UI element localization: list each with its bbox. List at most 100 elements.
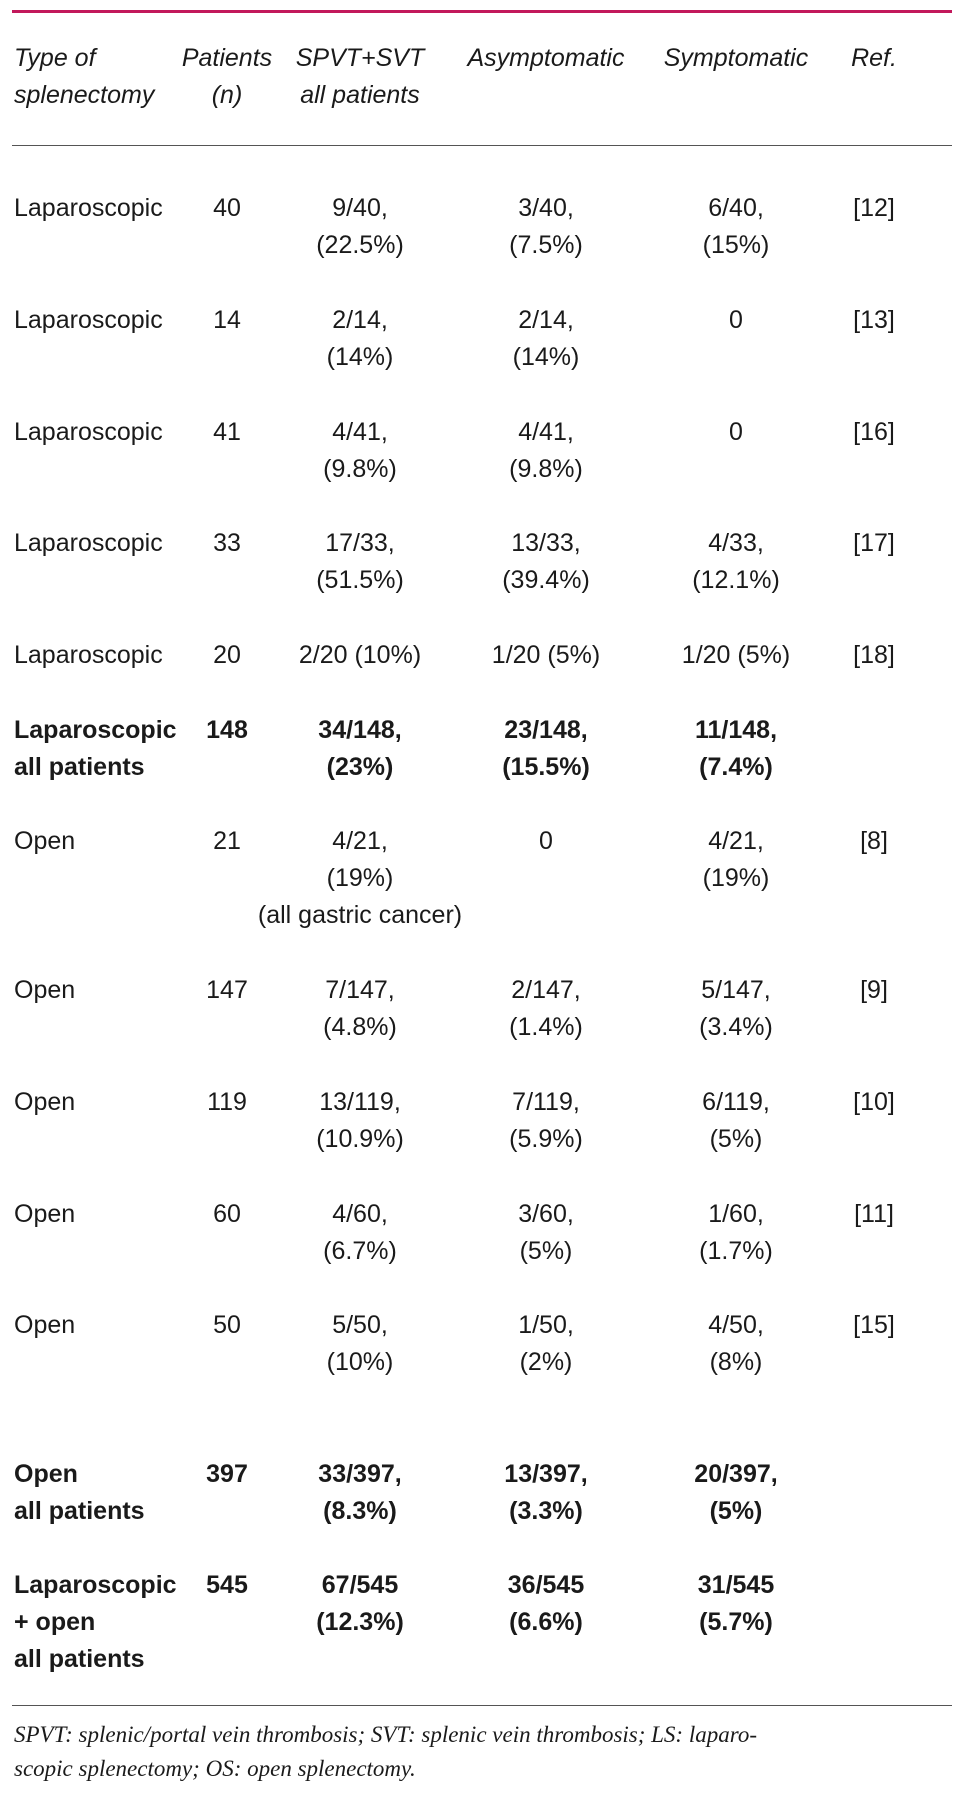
table-cell: [11] [854,1196,894,1233]
cell-line: Patients [181,44,273,72]
table-cell: 397 [206,1456,248,1493]
cell-line: 50 [213,1311,241,1339]
table-cell: 5/147, (3.4%) [699,972,773,1046]
cell-line: 0 [729,306,743,334]
table-cell: 60 [213,1196,241,1233]
cell-line: 9/40, [332,194,388,222]
table-cell: [12] [853,190,895,227]
table-cell: Laparoscopic [14,190,163,227]
cell-line: Type of [14,44,96,72]
cell-line: 2/14, [332,306,388,334]
cell-line: 147 [206,976,248,1004]
table-cell: 4/41, (9.8%) [509,414,583,488]
cell-line: Open [14,1460,78,1488]
cell-line: 4/41, [518,418,574,446]
table-cell: Patients (n) [182,40,272,114]
cell-line: 7/147, [325,976,395,1004]
cell-line: 13/33, [511,529,581,557]
top-rule [12,10,952,13]
table-cell: 6/40, (15%) [703,190,770,264]
table-cell: 5/50, (10%) [327,1307,394,1381]
table-cell: 20/397, (5%) [694,1456,777,1530]
cell-line: [9] [860,976,888,1004]
cell-line: 31/545 [697,1571,775,1599]
table-cell: 4/50, (8%) [708,1307,764,1381]
table-cell: Ref. [851,40,897,77]
cell-line: [16] [853,418,895,446]
cell-line: (6.6%) [509,1608,583,1636]
cell-line: Laparoscopic [14,194,163,222]
cell-line: Open [14,1088,76,1116]
cell-line: (6.7%) [323,1237,397,1265]
cell-line: 5/147, [701,976,771,1004]
cell-line: 1/20 (5%) [681,641,791,669]
table-cell: 545 [206,1567,248,1604]
cell-line: (12.3%) [316,1608,404,1636]
cell-line: 6/40, [708,194,764,222]
cell-line: (7.5%) [509,231,583,259]
cell-line: (10.9%) [316,1125,404,1153]
cell-line: [13] [853,306,895,334]
cell-line: 4/60, [332,1200,388,1228]
footnote: SPVT: splenic/portal vein thrombosis; SV… [14,1718,954,1786]
table-cell: Open all patients [14,1456,145,1530]
table-cell: 1/60, (1.7%) [699,1196,773,1270]
cell-line: (14%) [326,343,394,371]
cell-line: (19%) [326,864,394,892]
cell-line: SPVT+SVT [295,44,425,72]
cell-line: all patients [14,1645,145,1673]
table-cell: 2/14, (14%) [327,302,394,376]
table-cell: 36/545 (6.6%) [508,1567,584,1641]
cell-line: Laparoscopic [14,1571,177,1599]
cell-line: 4/41, [332,418,388,446]
table-cell: [13] [853,302,895,339]
cell-line: [18] [853,641,895,669]
table-cell: Laparoscopic [14,302,163,339]
table-cell: 21 [213,823,241,860]
cell-line: Ref. [851,44,897,72]
cell-line: (3.3%) [509,1497,583,1525]
table-cell: [17] [853,525,895,562]
cell-line: 36/545 [507,1571,585,1599]
cell-line: (10%) [326,1348,394,1376]
table-cell: 4/33, (12.1%) [692,525,780,599]
cell-line: (15%) [702,231,770,259]
cell-line: 40 [213,194,241,222]
table-cell: Open [14,972,75,1009]
cell-line: (2%) [519,1348,573,1376]
table-cell: 40 [213,190,241,227]
cell-line: 6/119, [702,1088,770,1116]
cell-line: 0 [729,418,743,446]
table-cell: 2/14, (14%) [513,302,580,376]
cell-line: Laparoscopic [14,641,163,669]
table-cell: 148 [206,712,248,749]
cell-line: 397 [206,1460,248,1488]
table-cell: 23/148, (15.5%) [502,712,590,786]
cell-line: 33 [213,529,241,557]
table-cell: Open [14,1196,75,1233]
cell-line: (3.4%) [699,1013,773,1041]
cell-line: (1.7%) [699,1237,773,1265]
table-cell: 31/545 (5.7%) [698,1567,774,1641]
header-rule [12,145,952,146]
table-cell: Laparoscopic [14,637,163,674]
cell-line: 13/119, [319,1088,401,1116]
cell-line: (8%) [709,1348,763,1376]
cell-line: 3/40, [518,194,574,222]
table-cell: Laparoscopic + open all patients [14,1567,177,1678]
cell-line: [12] [853,194,895,222]
cell-line: (15.5%) [502,753,590,781]
table-cell: 50 [213,1307,241,1344]
cell-line: 5/50, [332,1311,388,1339]
cell-line: (8.3%) [323,1497,397,1525]
table-cell: Symptomatic [664,40,808,77]
cell-line: 2/20 (10%) [298,641,422,669]
cell-line: 545 [206,1571,248,1599]
cell-line: (1.4%) [509,1013,583,1041]
table-cell: 20 [213,637,241,674]
cell-line: Symptomatic [663,44,809,72]
cell-line: [8] [860,827,888,855]
cell-line: (23%) [326,753,394,781]
table-cell: 13/33, (39.4%) [502,525,590,599]
table-cell: 41 [213,414,241,451]
